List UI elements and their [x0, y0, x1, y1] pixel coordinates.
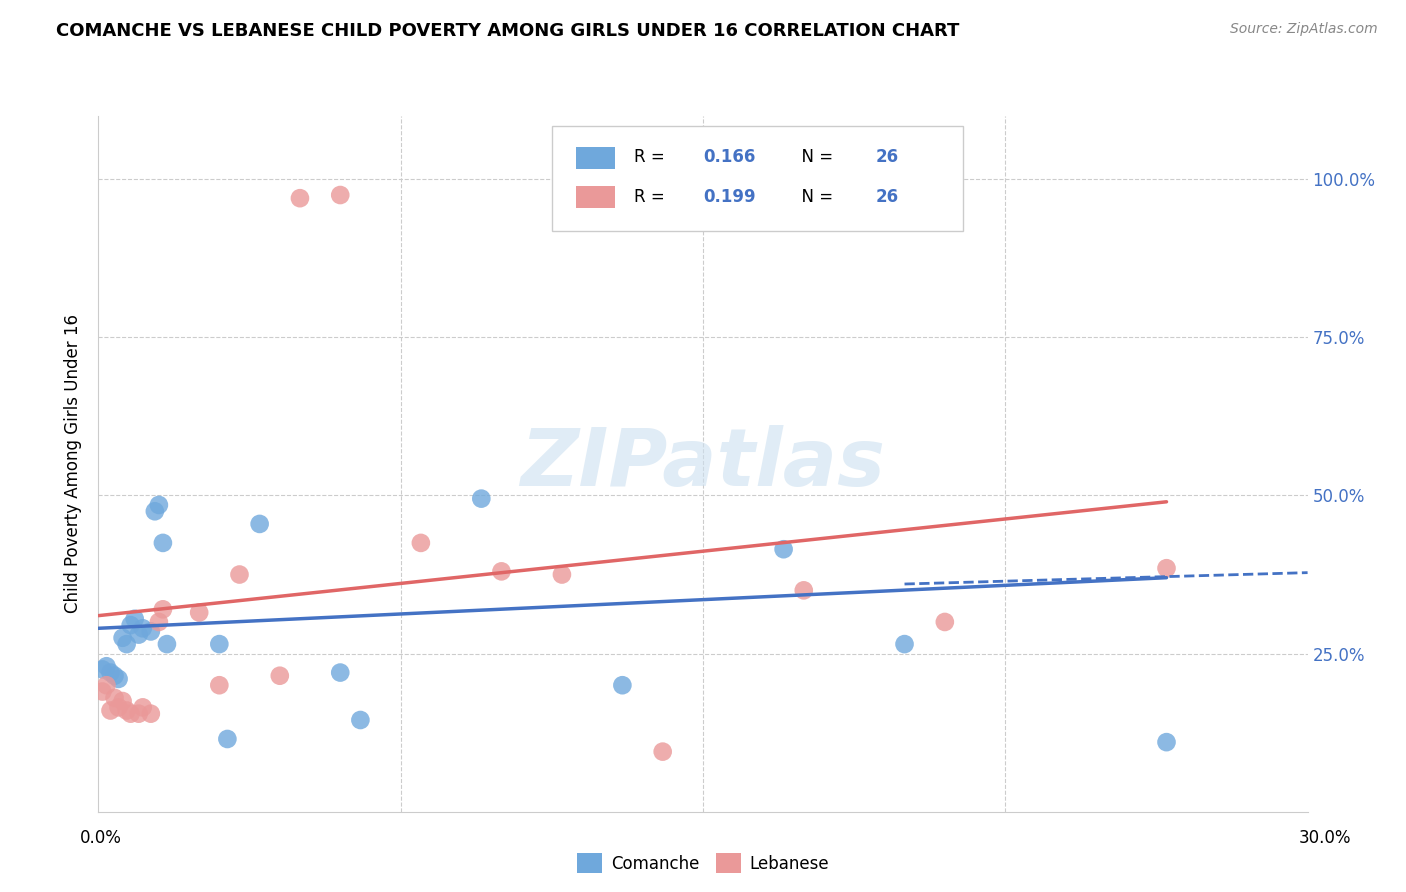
Point	[107, 700, 129, 714]
Point	[148, 615, 170, 629]
Text: COMANCHE VS LEBANESE CHILD POVERTY AMONG GIRLS UNDER 16 CORRELATION CHART: COMANCHE VS LEBANESE CHILD POVERTY AMONG…	[56, 22, 960, 40]
Point	[208, 637, 231, 651]
Point	[100, 704, 122, 718]
Point	[349, 713, 371, 727]
Point	[132, 700, 155, 714]
Point	[120, 618, 142, 632]
Point	[156, 637, 179, 651]
Point	[124, 612, 146, 626]
Text: N =: N =	[792, 187, 838, 206]
Point	[208, 678, 231, 692]
Text: 26: 26	[876, 148, 898, 166]
Point	[139, 706, 162, 721]
Point	[409, 536, 432, 550]
Point	[217, 731, 239, 746]
Point	[128, 706, 150, 721]
Point	[96, 659, 118, 673]
FancyBboxPatch shape	[576, 186, 614, 209]
Point	[1156, 735, 1178, 749]
Text: ZIPatlas: ZIPatlas	[520, 425, 886, 503]
Legend: Comanche, Lebanese: Comanche, Lebanese	[571, 847, 835, 880]
Text: 0.166: 0.166	[703, 148, 755, 166]
Point	[288, 191, 311, 205]
Text: R =: R =	[634, 148, 671, 166]
Point	[249, 516, 271, 531]
Point	[111, 631, 134, 645]
Point	[143, 504, 166, 518]
Point	[793, 583, 815, 598]
Point	[111, 694, 134, 708]
Point	[329, 665, 352, 680]
Text: Source: ZipAtlas.com: Source: ZipAtlas.com	[1230, 22, 1378, 37]
Point	[269, 669, 291, 683]
Point	[120, 706, 142, 721]
FancyBboxPatch shape	[553, 127, 963, 231]
Point	[115, 637, 138, 651]
Point	[612, 678, 634, 692]
Point	[188, 606, 211, 620]
Point	[103, 690, 125, 705]
Point	[551, 567, 574, 582]
Point	[228, 567, 250, 582]
Point	[139, 624, 162, 639]
Point	[103, 669, 125, 683]
Point	[893, 637, 915, 651]
Text: 0.199: 0.199	[703, 187, 755, 206]
Point	[934, 615, 956, 629]
Point	[772, 542, 794, 557]
Point	[91, 684, 114, 698]
Text: R =: R =	[634, 187, 671, 206]
Text: 0.0%: 0.0%	[80, 829, 122, 847]
Point	[148, 498, 170, 512]
Point	[100, 665, 122, 680]
Text: 30.0%: 30.0%	[1298, 829, 1351, 847]
Point	[96, 678, 118, 692]
Point	[128, 627, 150, 641]
Point	[152, 536, 174, 550]
Text: N =: N =	[792, 148, 838, 166]
Point	[329, 188, 352, 202]
Point	[491, 565, 513, 579]
FancyBboxPatch shape	[576, 146, 614, 169]
Text: 26: 26	[876, 187, 898, 206]
Point	[470, 491, 492, 506]
Point	[152, 602, 174, 616]
Point	[107, 672, 129, 686]
Point	[91, 662, 114, 676]
Point	[1156, 561, 1178, 575]
Point	[115, 704, 138, 718]
Point	[651, 745, 673, 759]
Point	[132, 621, 155, 635]
Y-axis label: Child Poverty Among Girls Under 16: Child Poverty Among Girls Under 16	[65, 314, 83, 614]
